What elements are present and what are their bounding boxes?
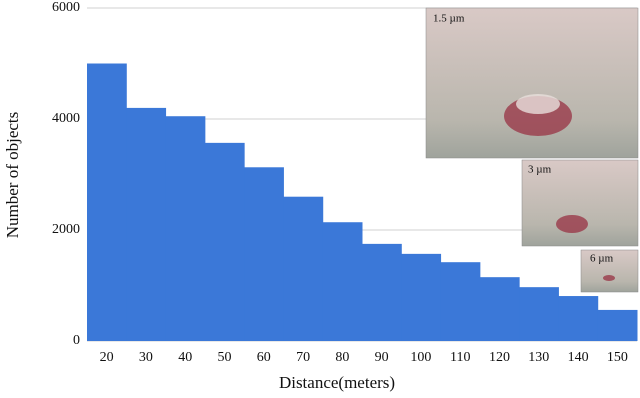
x-tick-label: 50: [218, 350, 232, 365]
x-tick-label: 120: [489, 350, 510, 365]
bar: [401, 253, 442, 341]
x-tick-label: 130: [528, 350, 549, 365]
bar: [597, 309, 638, 341]
bar: [126, 107, 167, 342]
x-tick-label: 20: [100, 350, 114, 365]
bar: [283, 196, 324, 341]
x-tick-label: 140: [568, 350, 589, 365]
y-tick-label: 6000: [52, 0, 80, 15]
bar: [479, 277, 520, 341]
x-tick-label: 30: [139, 350, 153, 365]
x-tick-label: 110: [450, 350, 470, 365]
y-tick-label: 0: [73, 333, 80, 348]
bar: [362, 243, 402, 341]
x-tick-label: 70: [296, 350, 310, 365]
x-tick-label: 90: [375, 350, 389, 365]
bar: [165, 116, 206, 341]
bar: [322, 222, 363, 341]
x-tick-label: 40: [178, 350, 192, 365]
bar: [558, 296, 599, 341]
inset-photo: 3 µm: [521, 159, 639, 247]
x-tick-label: 100: [410, 350, 431, 365]
plot-area: 0 2000 4000 6000 20 30 40 50 60 70 80 90 100 110 120 13…: [52, 0, 638, 365]
bar: [519, 287, 559, 341]
y-axis-title: Number of objects: [3, 112, 22, 239]
y-tick-label: 4000: [52, 111, 80, 126]
bar: [440, 262, 481, 341]
inset-photo: 6 µm: [580, 249, 639, 293]
inset-photo: 1.5 µm: [425, 7, 639, 159]
y-tick-label: 2000: [52, 222, 80, 237]
x-tick-label: 80: [335, 350, 349, 365]
inset-label: 3 µm: [528, 164, 552, 176]
inset-label: 1.5 µm: [433, 13, 465, 25]
bar: [204, 142, 245, 341]
bar: [244, 167, 284, 341]
bar: [87, 63, 127, 341]
inset-label: 6 µm: [590, 253, 614, 265]
x-axis-title: Distance(meters): [279, 373, 395, 392]
x-tick-label: 150: [607, 350, 628, 365]
x-tick-label: 60: [257, 350, 271, 365]
